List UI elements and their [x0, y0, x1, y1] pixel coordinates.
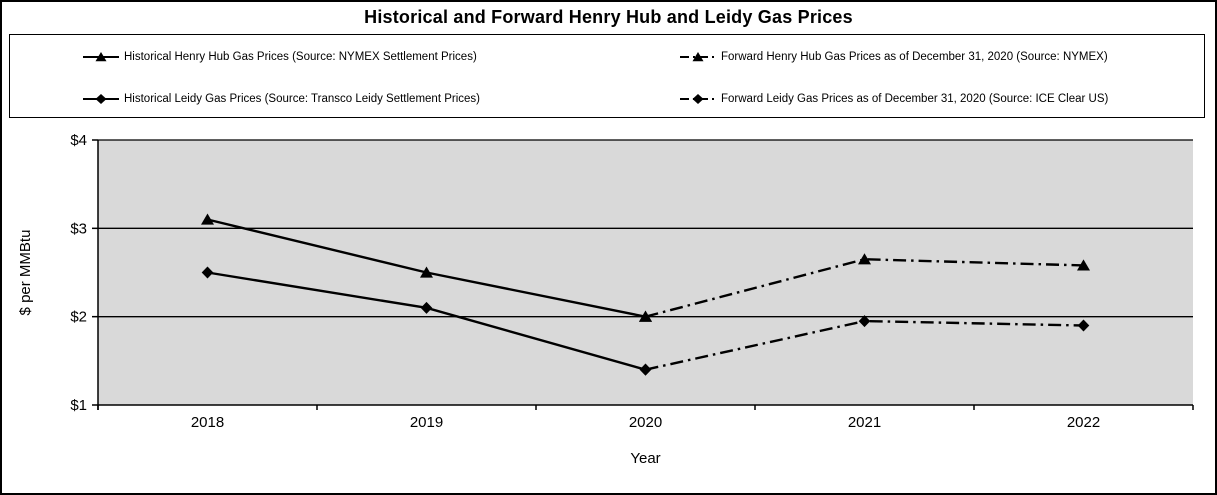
- x-tick-label: 2021: [848, 414, 881, 431]
- x-tick-label: 2019: [410, 414, 443, 431]
- x-axis-title: Year: [630, 450, 660, 467]
- diamond-marker-icon: [420, 301, 433, 314]
- x-tick-label: 2022: [1067, 414, 1100, 431]
- triangle-marker-icon: [639, 310, 652, 322]
- legend-label: Forward Henry Hub Gas Prices as of Decem…: [721, 51, 1108, 63]
- legend-item: Forward Leidy Gas Prices as of December …: [680, 91, 1108, 107]
- legend-swatch: [680, 52, 716, 62]
- legend-item: Historical Henry Hub Gas Prices (Source:…: [83, 49, 477, 65]
- diamond-marker-icon: [1077, 319, 1090, 332]
- x-tick-label: 2018: [191, 414, 224, 431]
- legend-box: Historical Henry Hub Gas Prices (Source:…: [9, 34, 1205, 118]
- legend-item: Historical Leidy Gas Prices (Source: Tra…: [83, 91, 480, 107]
- legend-label: Historical Henry Hub Gas Prices (Source:…: [124, 51, 477, 63]
- y-tick-label: $2: [70, 309, 87, 326]
- legend-swatch: [680, 94, 716, 104]
- y-tick-label: $1: [70, 397, 87, 414]
- triangle-marker-icon: [692, 52, 704, 62]
- legend-item: Forward Henry Hub Gas Prices as of Decem…: [680, 49, 1108, 65]
- triangle-marker-icon: [95, 52, 107, 62]
- diamond-marker-icon: [858, 315, 871, 328]
- diamond-marker-icon: [639, 363, 652, 376]
- legend-label: Forward Leidy Gas Prices as of December …: [721, 93, 1109, 105]
- y-axis-title: $ per MMBtu: [17, 230, 34, 316]
- triangle-marker-icon: [1077, 259, 1090, 271]
- diamond-marker-icon: [692, 94, 704, 104]
- triangle-marker-icon: [420, 266, 433, 278]
- plot-background: [98, 140, 1193, 405]
- chart-title: Historical and Forward Henry Hub and Lei…: [364, 7, 853, 27]
- triangle-marker-icon: [858, 253, 871, 265]
- legend-swatch: [83, 94, 119, 104]
- diamond-marker-icon: [95, 94, 107, 104]
- diamond-marker-icon: [201, 266, 214, 279]
- x-tick-label: 2020: [629, 414, 662, 431]
- y-tick-label: $3: [70, 220, 87, 237]
- y-tick-label: $4: [70, 132, 87, 149]
- legend-label: Historical Leidy Gas Prices (Source: Tra…: [124, 93, 480, 105]
- legend-swatch: [83, 52, 119, 62]
- triangle-marker-icon: [201, 213, 214, 225]
